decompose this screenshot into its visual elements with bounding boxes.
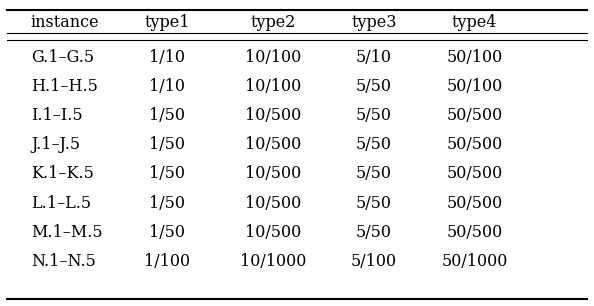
- Text: 5/50: 5/50: [356, 166, 392, 182]
- Text: K.1–K.5: K.1–K.5: [31, 166, 94, 182]
- Text: G.1–G.5: G.1–G.5: [31, 49, 94, 66]
- Text: 50/500: 50/500: [446, 224, 503, 241]
- Text: 5/10: 5/10: [356, 49, 392, 66]
- Text: 1/50: 1/50: [149, 136, 185, 153]
- Text: 10/100: 10/100: [245, 78, 302, 95]
- Text: 50/1000: 50/1000: [441, 253, 507, 270]
- Text: 50/100: 50/100: [446, 78, 503, 95]
- Text: type4: type4: [451, 14, 497, 31]
- Text: 5/50: 5/50: [356, 78, 392, 95]
- Text: N.1–N.5: N.1–N.5: [31, 253, 96, 270]
- Text: 1/10: 1/10: [149, 78, 185, 95]
- Text: 10/500: 10/500: [245, 107, 302, 124]
- Text: 1/50: 1/50: [149, 166, 185, 182]
- Text: 10/500: 10/500: [245, 166, 302, 182]
- Text: type3: type3: [351, 14, 397, 31]
- Text: L.1–L.5: L.1–L.5: [31, 195, 91, 211]
- Text: 5/50: 5/50: [356, 136, 392, 153]
- Text: 50/500: 50/500: [446, 195, 503, 211]
- Text: M.1–M.5: M.1–M.5: [31, 224, 103, 241]
- Text: 10/500: 10/500: [245, 136, 302, 153]
- Text: 5/100: 5/100: [351, 253, 397, 270]
- Text: 10/1000: 10/1000: [240, 253, 307, 270]
- Text: 10/500: 10/500: [245, 195, 302, 211]
- Text: 5/50: 5/50: [356, 224, 392, 241]
- Text: I.1–I.5: I.1–I.5: [31, 107, 83, 124]
- Text: 50/100: 50/100: [446, 49, 503, 66]
- Text: type1: type1: [144, 14, 189, 31]
- Text: 1/50: 1/50: [149, 224, 185, 241]
- Text: 10/500: 10/500: [245, 224, 302, 241]
- Text: 1/50: 1/50: [149, 107, 185, 124]
- Text: type2: type2: [251, 14, 296, 31]
- Text: 5/50: 5/50: [356, 107, 392, 124]
- Text: 1/50: 1/50: [149, 195, 185, 211]
- Text: J.1–J.5: J.1–J.5: [31, 136, 80, 153]
- Text: 1/10: 1/10: [149, 49, 185, 66]
- Text: 1/100: 1/100: [144, 253, 190, 270]
- Text: 50/500: 50/500: [446, 166, 503, 182]
- Text: 50/500: 50/500: [446, 107, 503, 124]
- Text: 5/50: 5/50: [356, 195, 392, 211]
- Text: 10/100: 10/100: [245, 49, 302, 66]
- Text: 50/500: 50/500: [446, 136, 503, 153]
- Text: H.1–H.5: H.1–H.5: [31, 78, 98, 95]
- Text: instance: instance: [31, 14, 100, 31]
